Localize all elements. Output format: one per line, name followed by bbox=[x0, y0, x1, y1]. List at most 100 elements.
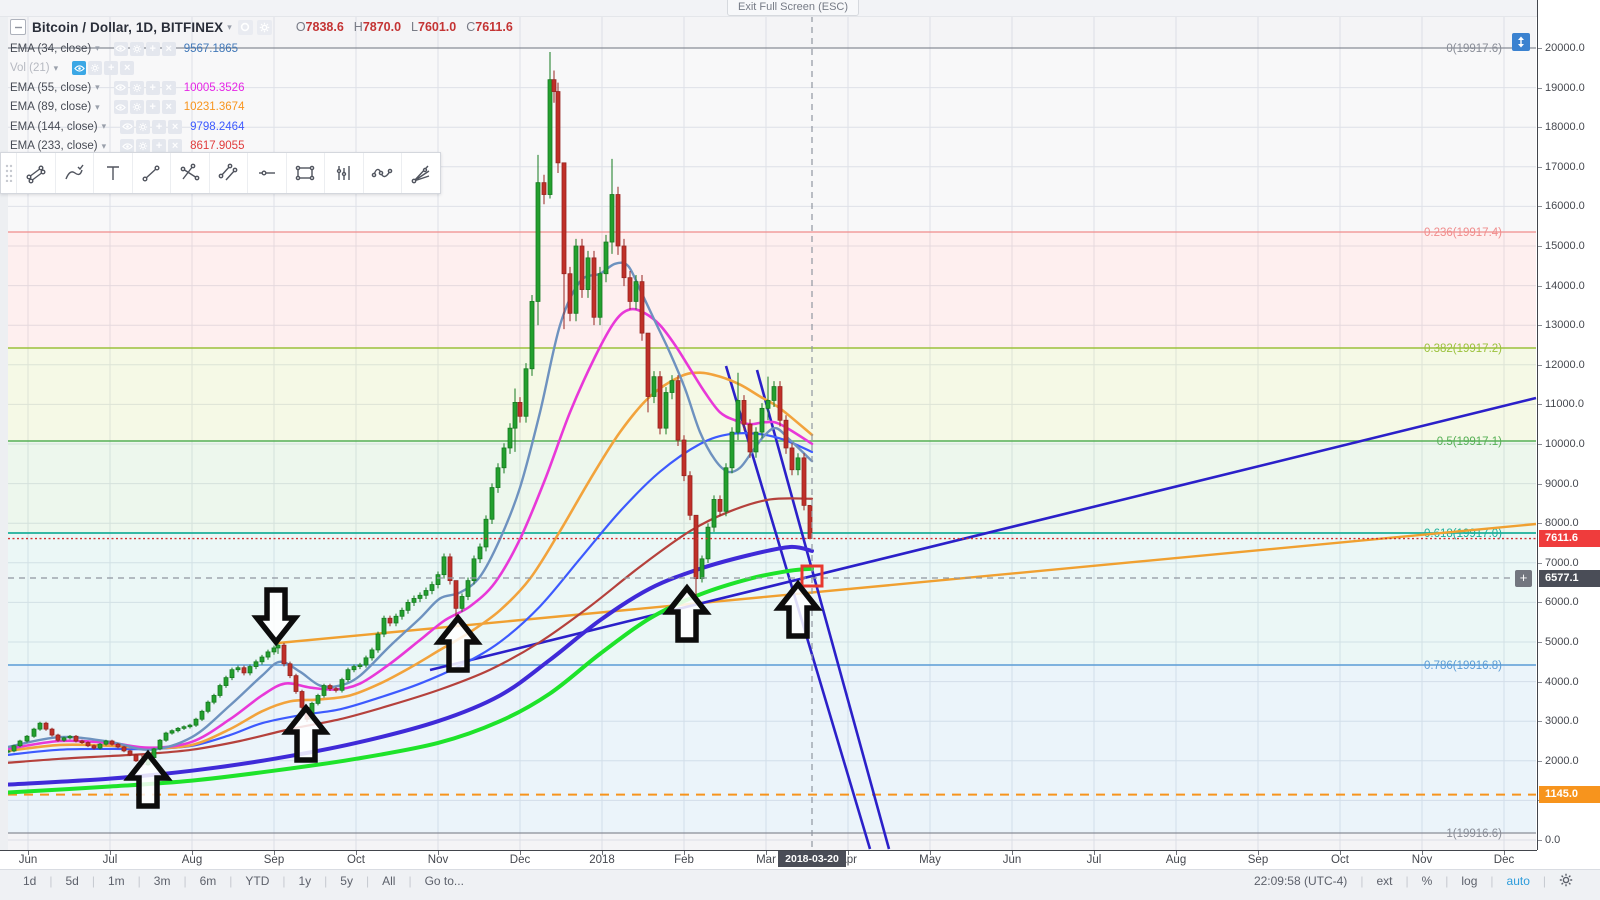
chevron-down-icon[interactable]: ▾ bbox=[95, 82, 100, 92]
text-tool-icon[interactable] bbox=[93, 153, 132, 193]
plus-icon[interactable]: + bbox=[104, 61, 119, 75]
up-arrow-annotation[interactable] bbox=[662, 583, 712, 643]
range-button-go-to-[interactable]: Go to... bbox=[424, 874, 464, 888]
gear-icon[interactable] bbox=[256, 19, 272, 35]
symbol-title[interactable]: Bitcoin / Dollar, 1D, BITFINEX bbox=[32, 19, 224, 35]
toggle-log[interactable]: log bbox=[1461, 874, 1478, 888]
eye-icon[interactable] bbox=[113, 41, 128, 56]
price-tick-mark bbox=[1538, 562, 1542, 564]
chevron-down-icon[interactable]: ▾ bbox=[95, 43, 100, 53]
gear-icon[interactable] bbox=[136, 139, 151, 153]
chevron-down-icon[interactable]: ▾ bbox=[101, 140, 107, 151]
eye-icon[interactable] bbox=[72, 61, 87, 75]
gear-icon[interactable] bbox=[129, 41, 144, 56]
trend-lines-icon[interactable] bbox=[16, 153, 55, 193]
axis-fit-icon[interactable] bbox=[1512, 33, 1530, 51]
visibility-icon[interactable] bbox=[237, 19, 253, 35]
rectangle-icon[interactable] bbox=[285, 153, 325, 193]
range-button-1d[interactable]: 1d bbox=[23, 874, 37, 888]
time-axis[interactable]: Jun Jul Aug Sep Oct Nov Dec 2018 Feb Mar Apr May Jun… bbox=[0, 850, 1537, 870]
indicator-row-2[interactable]: EMA (55, close) ▾ + × 10005.3526 bbox=[10, 80, 513, 96]
chevron-down-icon[interactable]: ▾ bbox=[53, 62, 59, 73]
ma-thick-blue-line[interactable] bbox=[6, 544, 814, 787]
indicator-row-4[interactable]: EMA (144, close) ▾ + × 9798.2464 bbox=[10, 119, 513, 135]
close-icon[interactable]: × bbox=[161, 80, 176, 95]
plus-icon[interactable]: + bbox=[152, 139, 167, 153]
trend-line-icon[interactable] bbox=[131, 153, 171, 193]
add-alert-plus-button[interactable]: + bbox=[1515, 570, 1532, 587]
ema-55-line[interactable] bbox=[6, 307, 814, 751]
cross-line-icon[interactable] bbox=[170, 153, 209, 193]
drag-handle-icon[interactable] bbox=[1, 153, 16, 193]
high-value: 7870.0 bbox=[362, 20, 402, 34]
time-tick-mark bbox=[848, 851, 849, 855]
up-arrow-annotation[interactable] bbox=[281, 703, 331, 763]
price-tick-mark bbox=[1538, 721, 1542, 723]
indicator-row-0[interactable]: EMA (34, close) ▾ + × 9567.1865 bbox=[10, 41, 513, 57]
close-icon[interactable]: × bbox=[161, 100, 176, 114]
plus-icon[interactable]: + bbox=[145, 80, 160, 95]
gear-icon[interactable] bbox=[88, 61, 103, 75]
close-icon[interactable]: × bbox=[120, 61, 135, 75]
price-chart[interactable]: 0(19917.6) 0.236(19917.4) 0.382(19917.2) 0.… bbox=[0, 0, 1537, 850]
horizontal-ray-icon[interactable] bbox=[247, 153, 286, 193]
price-tick-label: 11000.0 bbox=[1545, 398, 1584, 411]
chevron-down-icon[interactable]: ▾ bbox=[227, 21, 232, 32]
toggle-auto[interactable]: auto bbox=[1506, 874, 1530, 888]
symbol-title-row[interactable]: Bitcoin / Dollar, 1D, BITFINEX ▾ O 7838.6… bbox=[10, 17, 513, 37]
ma-thick-green-line[interactable] bbox=[6, 566, 814, 795]
close-icon[interactable]: × bbox=[168, 139, 183, 153]
range-button-1m[interactable]: 1m bbox=[107, 874, 125, 888]
plus-icon[interactable]: + bbox=[145, 100, 160, 114]
toggle-ext[interactable]: ext bbox=[1376, 874, 1393, 888]
range-button-all[interactable]: All bbox=[382, 874, 396, 888]
indicator-row-5[interactable]: EMA (233, close) ▾ + × 8617.9055 bbox=[10, 138, 513, 154]
eye-icon[interactable] bbox=[113, 80, 128, 95]
range-button-3m[interactable]: 3m bbox=[153, 874, 171, 888]
eye-icon[interactable] bbox=[120, 139, 135, 153]
orange-trendline[interactable] bbox=[277, 522, 1537, 645]
price-axis[interactable]: 0.01000.02000.03000.04000.05000.06000.07… bbox=[1537, 0, 1600, 850]
gear-icon[interactable] bbox=[129, 100, 144, 114]
close-icon[interactable]: × bbox=[161, 41, 176, 56]
price-tick-mark bbox=[1538, 483, 1542, 485]
price-tick-mark bbox=[1538, 285, 1542, 287]
eye-icon[interactable] bbox=[120, 119, 135, 134]
range-button-1y[interactable]: 1y bbox=[298, 874, 312, 888]
down-arrow-annotation[interactable] bbox=[251, 587, 301, 647]
up-arrow-annotation[interactable] bbox=[123, 749, 173, 809]
range-button-6m[interactable]: 6m bbox=[199, 874, 217, 888]
up-arrow-annotation[interactable] bbox=[773, 579, 823, 639]
range-button-5y[interactable]: 5y bbox=[340, 874, 353, 888]
plus-icon[interactable]: + bbox=[145, 41, 160, 56]
time-tick-mark bbox=[1258, 851, 1259, 855]
chevron-down-icon[interactable]: ▾ bbox=[101, 121, 107, 131]
close-icon[interactable]: × bbox=[168, 119, 183, 134]
brush-icon[interactable] bbox=[54, 153, 94, 193]
plus-icon[interactable]: + bbox=[152, 119, 167, 134]
settings-gear-icon[interactable] bbox=[1546, 873, 1586, 890]
time-tick-mark bbox=[766, 851, 767, 855]
parallel-channel-icon[interactable] bbox=[208, 153, 248, 193]
toggle-percent[interactable]: % bbox=[1421, 874, 1433, 888]
indicator-row-1[interactable]: Vol (21) ▾ + × bbox=[10, 60, 513, 76]
range-button-ytd[interactable]: YTD bbox=[245, 874, 270, 888]
fib-levels[interactable]: 0(19917.6) 0.236(19917.4) 0.382(19917.2) 0.… bbox=[8, 43, 1536, 840]
range-button-5d[interactable]: 5d bbox=[65, 874, 79, 888]
gear-icon[interactable] bbox=[129, 80, 144, 95]
eye-icon[interactable] bbox=[113, 100, 128, 114]
indicator-row-3[interactable]: EMA (89, close) ▾ + × 10231.3674 bbox=[10, 99, 513, 115]
time-tick-mark bbox=[1012, 851, 1013, 855]
menu-icon[interactable] bbox=[10, 19, 26, 35]
wave-tool-icon[interactable] bbox=[362, 153, 402, 193]
chevron-down-icon[interactable]: ▾ bbox=[95, 101, 100, 112]
steep-trendline-b[interactable] bbox=[755, 369, 891, 850]
plot-background bbox=[0, 0, 1537, 850]
highlight-marker-box[interactable] bbox=[800, 564, 824, 588]
ray-fan-icon[interactable] bbox=[401, 153, 440, 193]
clock[interactable]: 22:09:58 (UTC-4) bbox=[1253, 874, 1348, 888]
long-rising-trendline[interactable] bbox=[429, 396, 1537, 672]
vertical-lines-icon[interactable] bbox=[324, 153, 363, 193]
up-arrow-annotation[interactable] bbox=[433, 613, 483, 673]
gear-icon[interactable] bbox=[136, 119, 151, 134]
